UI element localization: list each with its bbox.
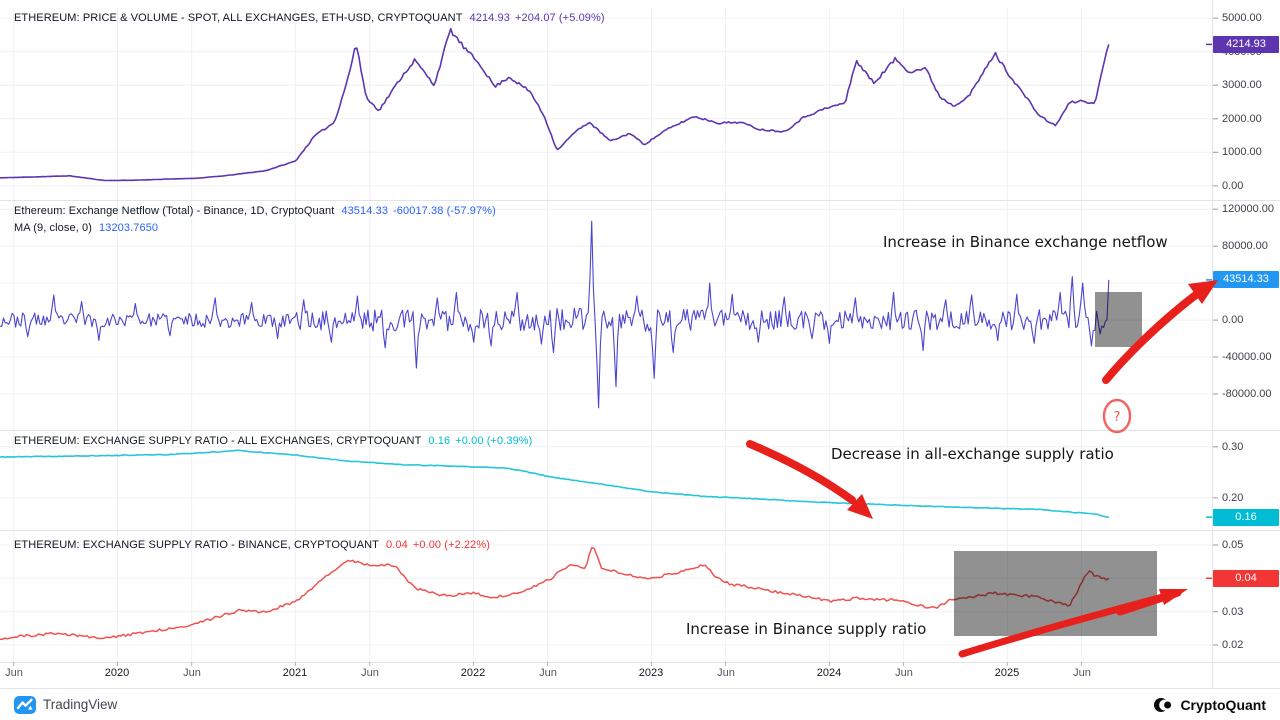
y-tick-label: 120000.00: [1222, 203, 1274, 216]
ma-legend-value: 13203.7650: [99, 222, 159, 234]
y-tick-label: -40000.00: [1222, 351, 1272, 364]
tradingview-label: TradingView: [43, 697, 118, 712]
panel-legend-ma: MA (9, close, 0) 13203.7650: [14, 222, 158, 234]
cryptoquant-brand[interactable]: CryptoQuant: [1154, 696, 1266, 714]
y-tick-label: 0.05: [1222, 539, 1244, 551]
x-tick-label[interactable]: 2024: [816, 667, 842, 679]
tradingview-logo-icon: [14, 695, 36, 714]
chart-area[interactable]: 5000.004000.003000.002000.001000.000.004…: [0, 0, 1280, 688]
y-tick-label: 0.20: [1222, 491, 1244, 504]
panel-title-text: Ethereum: Exchange Netflow (Total) - Bin…: [14, 205, 335, 217]
y-tick-label: 3000.00: [1222, 79, 1262, 92]
annotation-supply-binance: Increase in Binance supply ratio: [686, 620, 927, 638]
y-tick-label: 2000.00: [1222, 112, 1262, 125]
panel-change-value: +0.00 (+0.39%): [455, 435, 533, 447]
y-tick-label: 0.02: [1222, 639, 1244, 651]
y-tick-label: -80000.00: [1222, 387, 1272, 400]
series-line-panel-1: [0, 27, 1110, 182]
x-tick-label[interactable]: Jun: [539, 667, 557, 679]
x-tick-label[interactable]: 2020: [104, 667, 130, 679]
panel-title-4: ETHEREUM: EXCHANGE SUPPLY RATIO - BINANC…: [14, 539, 490, 551]
x-tick-label[interactable]: 2022: [460, 667, 486, 679]
panel-last-value: 0.16: [428, 435, 451, 447]
x-tick-label[interactable]: Jun: [361, 667, 379, 679]
y-tick-label: 0.03: [1222, 605, 1244, 618]
x-tick-label[interactable]: Jun: [895, 667, 913, 679]
series-line-panel-3: [0, 449, 1109, 518]
annotation-supply-all: Decrease in all-exchange supply ratio: [831, 445, 1114, 463]
x-tick-label[interactable]: Jun: [1073, 667, 1091, 679]
panel-title-text: ETHEREUM: EXCHANGE SUPPLY RATIO - BINANC…: [14, 539, 379, 551]
panel-title-1: ETHEREUM: PRICE & VOLUME - SPOT, ALL EXC…: [14, 12, 605, 24]
panel-last-value: 0.04: [386, 539, 408, 551]
chart-canvas: [0, 0, 1280, 688]
y-tick-label: 5000.00: [1222, 12, 1262, 25]
panel-title-text: ETHEREUM: PRICE & VOLUME - SPOT, ALL EXC…: [14, 12, 463, 24]
y-tick-label: 0.00: [1222, 179, 1244, 192]
annotation-netflow: Increase in Binance exchange netflow: [883, 233, 1168, 251]
panel-title-2: Ethereum: Exchange Netflow (Total) - Bin…: [14, 205, 496, 217]
cryptoquant-logo-icon: [1154, 697, 1172, 712]
y-tick-label: 0.00: [1222, 314, 1244, 327]
value-badge-panel-3: 0.16: [1213, 508, 1279, 526]
x-tick-label[interactable]: Jun: [5, 667, 23, 679]
y-tick-label: 80000.00: [1222, 240, 1268, 253]
x-tick-label[interactable]: 2023: [638, 667, 664, 679]
panel-change-value: -60017.38 (-57.97%): [393, 205, 496, 217]
value-badge-panel-2: 43514.33: [1213, 271, 1279, 289]
value-badge-panel-4: 0.04: [1213, 569, 1279, 587]
x-tick-label[interactable]: 2021: [282, 667, 308, 679]
x-tick-label[interactable]: 2025: [994, 667, 1020, 679]
panel-last-value: 4214.93: [469, 12, 510, 24]
highlight-box-netflow: [1095, 292, 1142, 347]
footer-bar: TradingView CryptoQuant: [0, 688, 1280, 720]
series-line-panel-2: [0, 220, 1110, 409]
ma-legend-label: MA (9, close, 0): [14, 222, 93, 234]
value-badge-panel-1: 4214.93: [1213, 35, 1279, 53]
tradingview-brand[interactable]: TradingView: [14, 695, 117, 715]
x-tick-label[interactable]: Jun: [183, 667, 201, 679]
y-tick-label: 0.30: [1222, 440, 1244, 453]
panel-change-value: +204.07 (+5.09%): [514, 12, 605, 24]
y-tick-label: 1000.00: [1222, 146, 1262, 159]
panel-last-value: 43514.33: [341, 205, 389, 217]
highlight-box-binance-ratio: [954, 551, 1157, 636]
cryptoquant-label: CryptoQuant: [1180, 696, 1266, 713]
panel-title-3: ETHEREUM: EXCHANGE SUPPLY RATIO - ALL EX…: [14, 435, 532, 447]
panel-title-text: ETHEREUM: EXCHANGE SUPPLY RATIO - ALL EX…: [14, 435, 422, 447]
panel-change-value: +0.00 (+2.22%): [412, 539, 491, 551]
x-tick-label[interactable]: Jun: [717, 667, 735, 679]
series-line-panel-4: [0, 546, 1110, 641]
